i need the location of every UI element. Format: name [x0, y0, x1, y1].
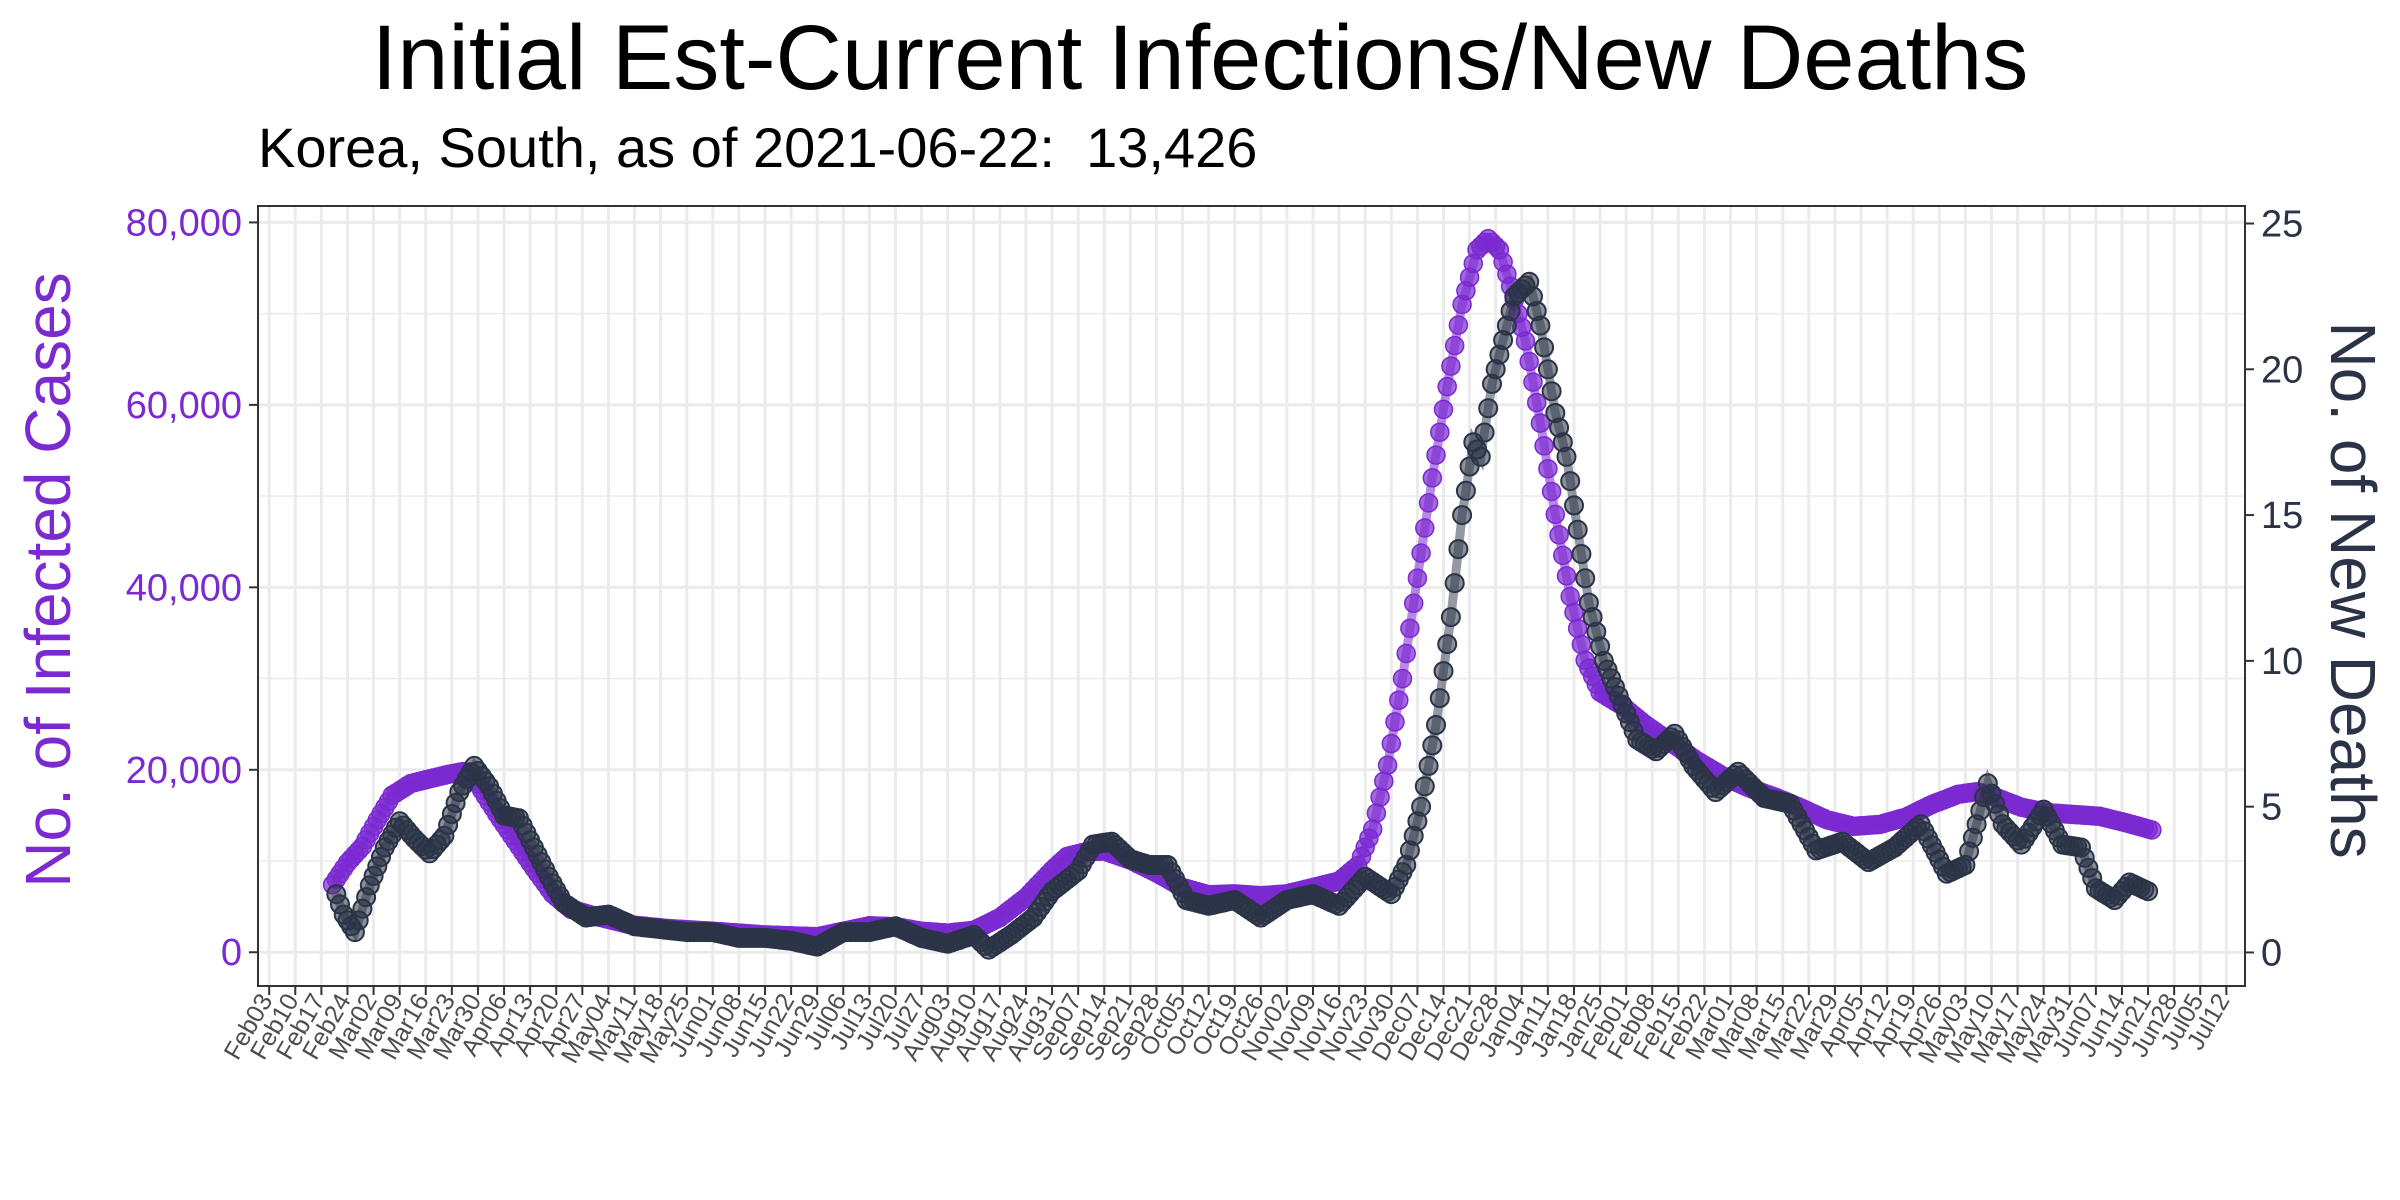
deaths-point — [1530, 315, 1551, 336]
y-right-tick-label: 15 — [2261, 495, 2303, 537]
deaths-point — [1455, 480, 1476, 501]
deaths-point — [1556, 446, 1577, 467]
y-left-tick-label: 40,000 — [126, 567, 242, 609]
infections-point — [1526, 392, 1547, 413]
infections-point — [1400, 618, 1420, 639]
infections-point — [1403, 593, 1424, 614]
deaths-point — [1575, 568, 1596, 589]
deaths-point — [1418, 755, 1439, 776]
y-left-tick-label: 80,000 — [126, 202, 242, 244]
infections-point — [2142, 820, 2162, 840]
y-right-tick-label: 10 — [2261, 641, 2303, 683]
infections-point — [1571, 634, 1592, 655]
infections-point — [1389, 690, 1409, 710]
deaths-point — [1429, 688, 1450, 709]
infections-point — [1541, 481, 1562, 502]
deaths-point — [1448, 539, 1469, 560]
deaths-point — [1560, 471, 1581, 492]
deaths-point — [1452, 505, 1473, 526]
deaths-point — [1444, 573, 1465, 594]
infections-point — [1407, 568, 1428, 588]
deaths-point — [1564, 495, 1584, 516]
y-right-tick-label: 0 — [2261, 932, 2282, 974]
infections-point — [1538, 458, 1558, 479]
deaths-point — [1478, 398, 1499, 419]
y-right-tick-label: 20 — [2261, 349, 2303, 391]
deaths-point — [1571, 544, 1592, 564]
infections-point — [1396, 643, 1416, 664]
infections-point — [1411, 543, 1431, 563]
deaths-point — [1411, 796, 1432, 817]
chart-subtitle: Korea, South, as of 2021-06-22: 13,426 — [258, 116, 1258, 179]
infections-point — [1448, 315, 1469, 335]
infections-point — [1444, 335, 1465, 356]
infections-point — [1534, 436, 1554, 456]
deaths-point — [1537, 359, 1558, 380]
deaths-point — [1567, 519, 1588, 540]
infections-point — [1519, 351, 1539, 372]
deaths-point — [2138, 881, 2159, 902]
infections-point — [1523, 372, 1543, 392]
chart-title: Initial Est-Current Infections/New Death… — [371, 7, 2029, 109]
deaths-point — [1433, 661, 1454, 682]
infections-point — [1374, 771, 1394, 791]
deaths-point — [1437, 634, 1458, 655]
y-left-tick-label: 60,000 — [126, 385, 242, 427]
deaths-point — [1474, 422, 1495, 443]
infections-point — [1433, 399, 1454, 420]
infections-point — [1392, 668, 1413, 689]
deaths-point — [1541, 381, 1562, 402]
infections-point — [1377, 755, 1398, 775]
infections-point — [1560, 586, 1580, 607]
deaths-point — [1426, 715, 1446, 735]
y-right-tick-label: 5 — [2261, 787, 2282, 829]
infections-point — [1370, 787, 1390, 807]
infections-point — [1515, 331, 1536, 351]
plot-border — [257, 205, 2246, 987]
infections-point — [1553, 545, 1573, 566]
deaths-point — [1422, 735, 1443, 756]
infections-point — [1385, 712, 1405, 732]
infections-point — [1381, 733, 1402, 754]
infections-point — [1549, 525, 1569, 545]
infections-point — [1366, 803, 1387, 823]
infections-point — [1545, 504, 1566, 525]
y-right-tick-label: 25 — [2261, 203, 2303, 245]
infections-point — [1437, 376, 1457, 397]
infections-point — [1415, 518, 1435, 538]
deaths-point — [1470, 446, 1491, 467]
deaths-point — [1414, 776, 1435, 797]
axes: Feb03Feb10Feb17Feb24Mar02Mar09Mar16Mar23… — [126, 202, 2304, 1068]
infections-point — [1556, 566, 1577, 586]
deaths-series — [326, 271, 2159, 960]
infections-point — [1362, 819, 1383, 839]
infections-point — [1530, 413, 1551, 433]
y-left-tick-label: 0 — [221, 932, 242, 974]
infections-point — [1426, 445, 1446, 465]
infections-point — [1441, 356, 1461, 376]
deaths-point — [1440, 607, 1461, 628]
infections-point — [1418, 493, 1439, 513]
y-left-tick-label: 20,000 — [126, 750, 242, 792]
infections-point — [1422, 468, 1443, 488]
infections-point — [1430, 422, 1450, 442]
deaths-point — [1534, 337, 1555, 358]
